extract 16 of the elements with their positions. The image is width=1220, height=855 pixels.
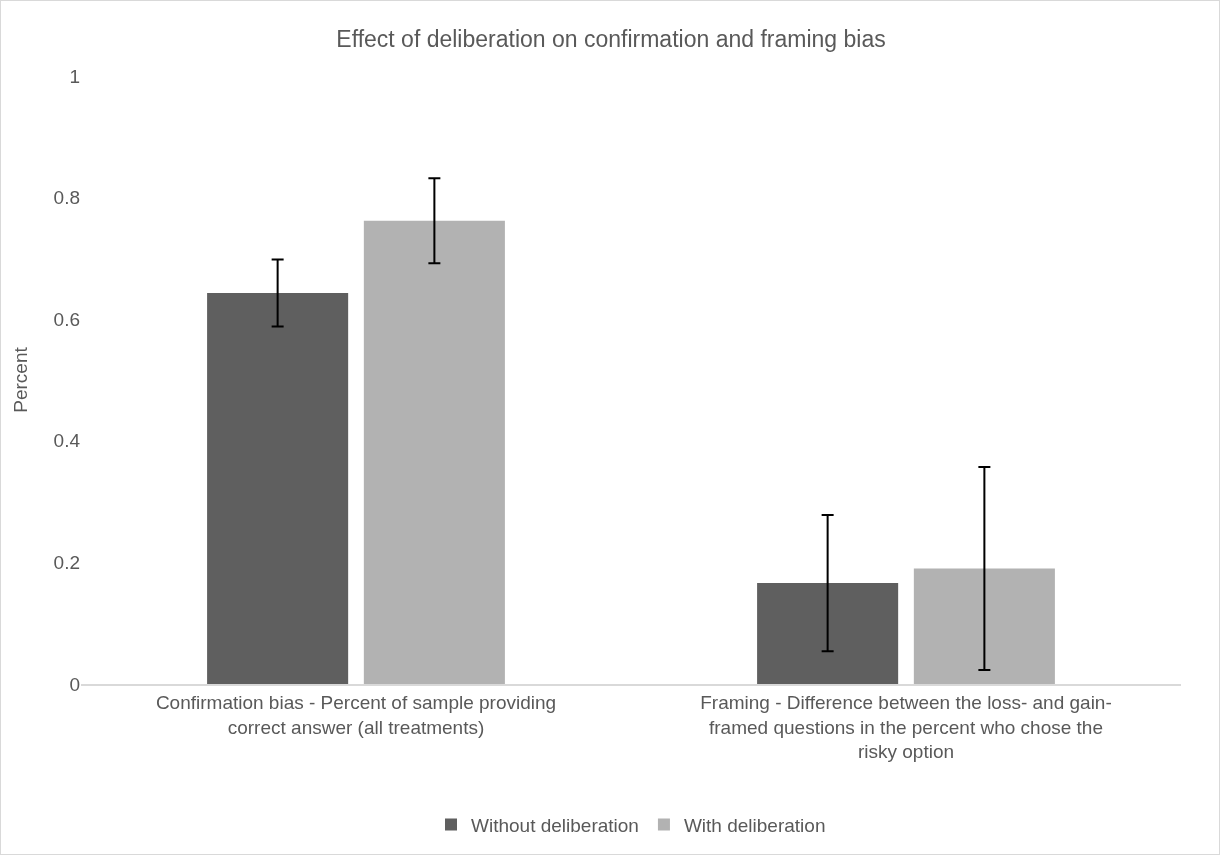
bar [207, 293, 349, 684]
bar [363, 220, 505, 684]
x-tick-label: Confirmation bias - Percent of sample providing correct answer (all treatments) [155, 691, 557, 738]
y-axis-title: Percent [10, 346, 32, 413]
y-tick-label: 0.2 [53, 552, 80, 574]
y-tick-label: 0 [69, 673, 80, 695]
chart-title: Effect of deliberation on confirmation and framing bias [336, 26, 886, 53]
y-tick-label: 0.6 [53, 308, 80, 330]
legend-label: Without deliberation [471, 814, 639, 836]
x-tick-label: Framing - Difference between the loss- and gain-framed questions in the percent who chose the risky option [700, 691, 1112, 763]
bar [757, 583, 899, 684]
y-tick-label: 0.4 [53, 430, 81, 452]
y-tick-label: 0.8 [53, 187, 80, 209]
y-tick-label: 1 [69, 65, 80, 87]
legend-label: With deliberation [683, 814, 826, 836]
bar [913, 568, 1055, 684]
